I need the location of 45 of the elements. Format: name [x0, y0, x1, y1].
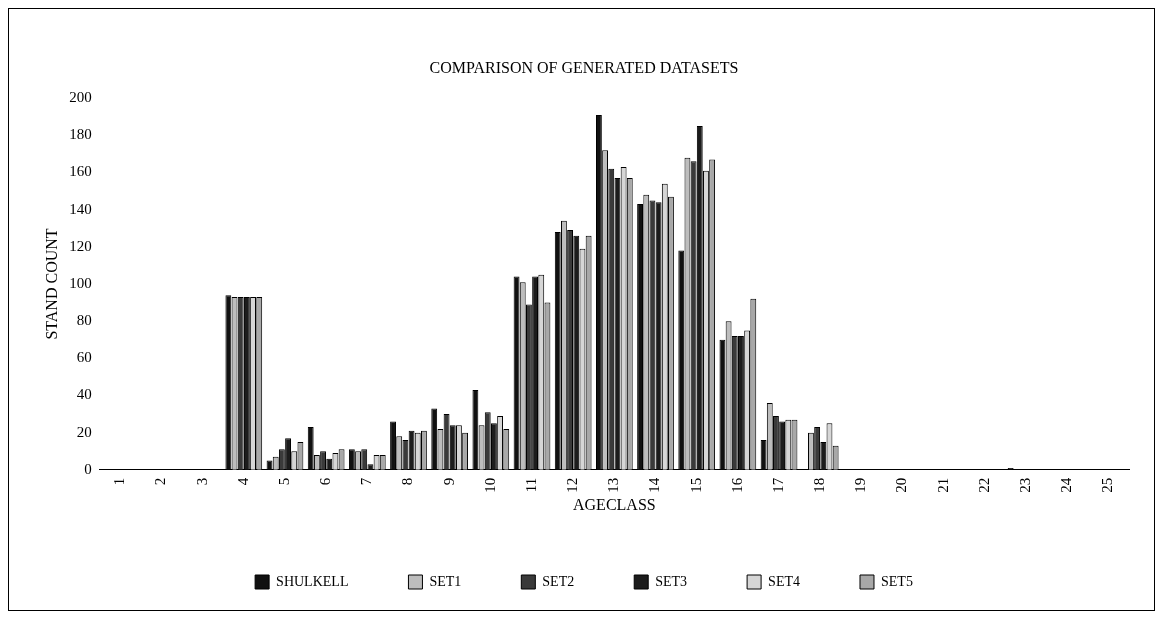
x-tick-label: 12 [564, 477, 581, 493]
y-tick-label: 180 [69, 126, 92, 143]
x-tick-label: 4 [234, 477, 251, 486]
x-tick-label: 8 [399, 477, 416, 486]
chart-title: COMPARISON OF GENERATED DATASETS [429, 58, 739, 76]
x-tick-label: 25 [1099, 477, 1116, 493]
x-tick-label: 7 [358, 477, 375, 486]
x-tick-label: 16 [728, 477, 745, 493]
x-tick-label: 17 [769, 477, 786, 493]
legend-label: SHULKELL [276, 573, 349, 589]
x-tick-label: 6 [317, 477, 334, 486]
y-tick-label: 100 [69, 274, 92, 291]
x-tick-label: 11 [522, 477, 539, 493]
y-tick-label: 80 [76, 312, 92, 329]
x-tick-label: 23 [1017, 477, 1034, 493]
x-axis-title: AGECLASS [573, 495, 656, 513]
x-tick-label: 2 [152, 477, 169, 486]
x-tick-label: 9 [440, 477, 457, 486]
y-axis-title: STAND COUNT [42, 228, 60, 340]
x-tick-label: 21 [934, 477, 951, 493]
y-tick-label: 40 [76, 386, 92, 403]
legend-label: SET3 [655, 573, 688, 589]
y-tick-label: 60 [76, 349, 92, 366]
legend-label: SET4 [768, 573, 800, 589]
y-tick-label: 200 [69, 89, 92, 106]
x-tick-label: 10 [481, 477, 498, 493]
y-tick-label: 160 [69, 163, 92, 180]
y-tick-label: 140 [69, 200, 92, 217]
x-tick-label: 15 [687, 477, 704, 493]
x-tick-label: 13 [605, 477, 622, 493]
x-tick-label: 14 [646, 477, 663, 493]
legend-label: SET1 [429, 573, 462, 589]
x-tick-label: 5 [275, 477, 292, 486]
x-tick-label: 22 [975, 477, 992, 493]
x-tick-label: 18 [811, 477, 828, 493]
y-tick-label: 0 [84, 460, 92, 477]
x-tick-label: 20 [893, 477, 910, 493]
x-tick-label: 3 [193, 477, 210, 486]
x-tick-label: 19 [852, 477, 869, 493]
x-tick-label: 1 [111, 477, 128, 486]
y-tick-label: 120 [69, 237, 92, 254]
y-tick-label: 20 [76, 423, 92, 440]
legend-label: SET2 [542, 573, 575, 589]
legend-label: SET5 [881, 573, 913, 589]
x-tick-label: 24 [1058, 477, 1075, 493]
